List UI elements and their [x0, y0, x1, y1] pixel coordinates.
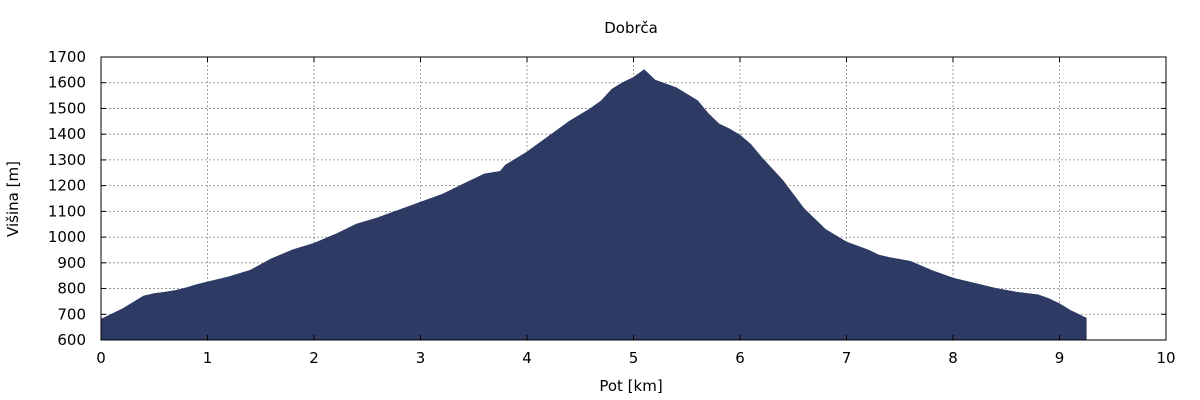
x-tick-label: 7 [842, 349, 852, 367]
y-tick-label: 1300 [48, 151, 86, 169]
x-tick-label: 4 [522, 349, 532, 367]
y-tick-label: 1200 [48, 177, 86, 195]
y-tick-label: 800 [57, 280, 86, 298]
y-axis-label: Višina [m] [4, 161, 22, 237]
axis-ticks: 0 1 2 3 4 5 6 7 8 9 10 600 700 800 900 1000 1100 1200 1300… [48, 48, 1176, 367]
x-tick-label: 5 [629, 349, 639, 367]
y-tick-label: 900 [57, 254, 86, 272]
x-tick-label: 10 [1156, 349, 1175, 367]
y-tick-label: 1500 [48, 99, 86, 117]
x-tick-label: 6 [735, 349, 745, 367]
y-tick-label: 700 [57, 305, 86, 323]
x-axis-label: Pot [km] [599, 377, 662, 395]
x-tick-label: 9 [1055, 349, 1065, 367]
x-tick-label: 3 [416, 349, 426, 367]
y-tick-label: 600 [57, 331, 86, 349]
plot-area [100, 69, 1087, 341]
elevation-area [100, 69, 1087, 341]
y-tick-label: 1600 [48, 74, 86, 92]
y-tick-label: 1700 [48, 48, 86, 66]
y-tick-label: 1100 [48, 202, 86, 220]
y-tick-label: 1400 [48, 125, 86, 143]
x-tick-label: 2 [309, 349, 319, 367]
chart-title: Dobrča [604, 19, 658, 37]
x-tick-label: 0 [96, 349, 106, 367]
x-tick-label: 8 [948, 349, 958, 367]
x-tick-label: 1 [203, 349, 213, 367]
y-tick-label: 1000 [48, 228, 86, 246]
